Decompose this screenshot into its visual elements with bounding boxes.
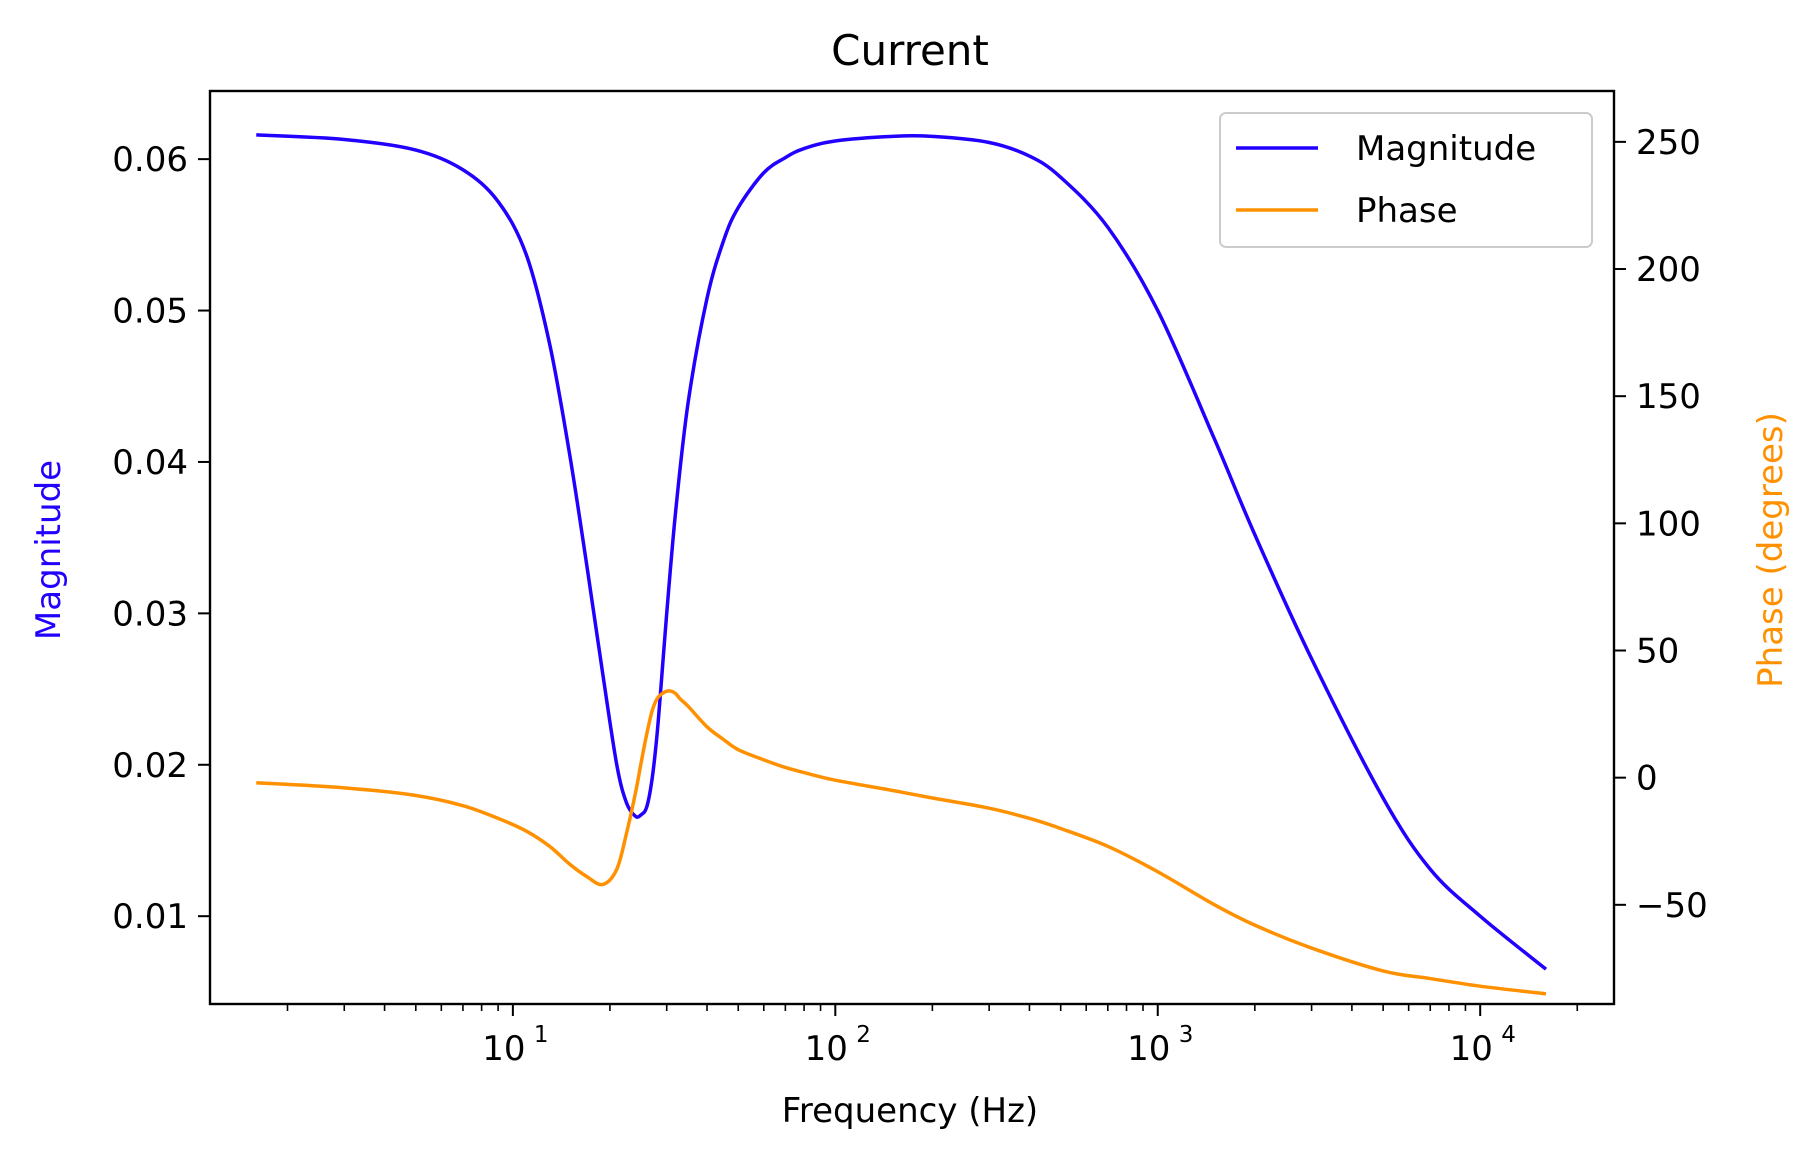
x-tick-exponent: 2: [856, 1022, 871, 1048]
legend: Magnitude Phase: [1219, 112, 1593, 248]
y-right-tick-label: 250: [1636, 123, 1701, 163]
series-layer: [256, 133, 1548, 996]
x-axis-ticks: 10 1 10 2 10 3 10 4: [286, 1004, 1579, 1069]
x-tick-exponent: 4: [1501, 1022, 1516, 1048]
series-line-magnitude: [256, 133, 1548, 971]
y-right-tick-label: 200: [1636, 250, 1701, 290]
y-axis-right-label: Phase (degrees): [1751, 412, 1791, 688]
x-tick-label: 10: [1127, 1029, 1170, 1069]
y-axis-left-label: Magnitude: [29, 460, 69, 640]
x-tick-label: 10: [482, 1029, 525, 1069]
y-axis-right-ticks: −50 0 50 100 150 200 250: [1614, 123, 1708, 926]
y-left-tick-label: 0.02: [112, 746, 188, 786]
y-right-tick-label: 100: [1636, 504, 1701, 544]
plot-frame: [208, 89, 1616, 1006]
y-left-tick-label: 0.05: [112, 292, 188, 332]
x-tick-exponent: 1: [534, 1022, 549, 1048]
series-line-phase: [256, 689, 1547, 996]
y-axis-left-ticks: 0.01 0.02 0.03 0.04 0.05 0.06: [112, 140, 210, 937]
y-right-tick-label: −50: [1636, 886, 1708, 926]
y-right-tick-label: 50: [1636, 631, 1679, 671]
chart-title: Current: [831, 26, 989, 75]
y-left-tick-label: 0.01: [112, 897, 188, 937]
legend-label-magnitude: Magnitude: [1356, 129, 1536, 169]
y-right-tick-label: 0: [1636, 759, 1658, 799]
legend-label-phase: Phase: [1356, 191, 1458, 231]
x-tick-label: 10: [1450, 1029, 1493, 1069]
y-left-tick-label: 0.03: [112, 594, 188, 634]
x-tick-exponent: 3: [1179, 1022, 1194, 1048]
x-axis-label: Frequency (Hz): [782, 1091, 1038, 1131]
y-right-tick-label: 150: [1636, 377, 1701, 417]
y-left-tick-label: 0.04: [112, 443, 188, 483]
x-tick-label: 10: [805, 1029, 848, 1069]
y-left-tick-label: 0.06: [112, 140, 188, 180]
